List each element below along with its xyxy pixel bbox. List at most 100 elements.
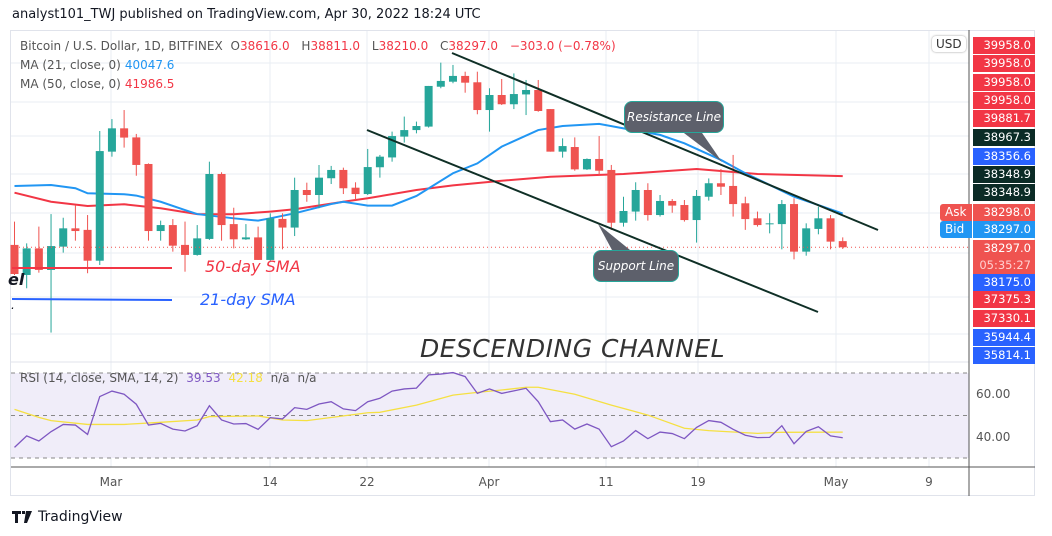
candle-body bbox=[680, 205, 689, 221]
candle bbox=[400, 116, 409, 143]
candle bbox=[241, 224, 250, 240]
rsi-axis-40: 40.00 bbox=[976, 430, 1011, 444]
candle-body bbox=[290, 189, 299, 228]
ma50-path bbox=[14, 167, 843, 216]
rsi-lines bbox=[14, 371, 843, 448]
candle bbox=[412, 121, 421, 134]
candle bbox=[546, 109, 555, 152]
rsi-value: 39.53 bbox=[186, 371, 221, 385]
descending-channel-title: DESCENDING CHANNEL bbox=[420, 334, 725, 363]
ma21-legend[interactable]: MA (21, close, 0) 40047.6 bbox=[20, 58, 178, 72]
candle-body bbox=[497, 95, 506, 105]
candle-body bbox=[388, 136, 397, 158]
candle bbox=[95, 131, 104, 265]
rsi-axis-60: 60.00 bbox=[976, 387, 1011, 401]
candles bbox=[10, 62, 969, 333]
tradingview-brand: TradingView bbox=[38, 509, 123, 525]
candle-body bbox=[229, 224, 238, 240]
low-value: 38210.0 bbox=[378, 39, 429, 53]
candle bbox=[838, 237, 847, 249]
support-trendline bbox=[366, 129, 819, 313]
rsi-label: RSI (14, close, SMA, 14, 2) bbox=[20, 371, 179, 385]
candle-body bbox=[217, 174, 226, 226]
resistance-line-callout[interactable]: Resistance Line bbox=[624, 101, 724, 133]
candle-body bbox=[436, 80, 445, 87]
candle bbox=[339, 167, 348, 195]
tradingview-logo[interactable]: TradingView bbox=[12, 509, 123, 525]
price-label: 39958.0 bbox=[973, 37, 1035, 54]
open-value: 38616.0 bbox=[239, 39, 290, 53]
candle bbox=[790, 198, 799, 260]
time-tick: 9 bbox=[925, 475, 933, 489]
candle bbox=[181, 221, 190, 272]
price-label: 39958.0 bbox=[973, 92, 1035, 109]
candle-body bbox=[34, 248, 43, 270]
time-tick: May bbox=[823, 475, 849, 489]
candle bbox=[47, 214, 56, 333]
candle-body bbox=[120, 128, 129, 138]
candle bbox=[254, 226, 263, 260]
candle-body bbox=[509, 94, 518, 105]
rsi-legend[interactable]: RSI (14, close, SMA, 14, 2) 39.53 42.18 … bbox=[20, 371, 321, 385]
candle-body bbox=[22, 248, 31, 275]
time-tick: 14 bbox=[262, 475, 278, 489]
candle bbox=[10, 221, 19, 275]
price-label: 38298.0 bbox=[973, 204, 1035, 221]
ma21-value: 40047.6 bbox=[124, 58, 175, 72]
candle-body bbox=[181, 244, 190, 255]
candle-body bbox=[241, 237, 250, 240]
sma50-annotation: 50-day SMA bbox=[205, 257, 301, 276]
candle-body bbox=[558, 146, 567, 152]
ask-tag: Ask bbox=[940, 204, 972, 221]
candle bbox=[716, 168, 725, 196]
candle bbox=[668, 199, 677, 213]
symbol-legend[interactable]: Bitcoin / U.S. Dollar, 1D, BITFINEX O386… bbox=[20, 39, 620, 53]
candle-body bbox=[375, 156, 384, 168]
candle-body bbox=[716, 183, 725, 187]
published-header: analyst101_TWJ published on TradingView.… bbox=[12, 7, 481, 22]
candle bbox=[631, 182, 640, 221]
candle-body bbox=[546, 109, 555, 152]
candle-body bbox=[47, 246, 56, 270]
candle bbox=[229, 207, 238, 249]
candle-body bbox=[193, 238, 202, 255]
candle bbox=[461, 71, 470, 93]
candle bbox=[34, 226, 43, 273]
resistance-callout-pointer bbox=[680, 130, 722, 162]
currency-button[interactable]: USD bbox=[932, 36, 966, 52]
rsi-path bbox=[14, 371, 843, 448]
price-label: 35944.4 bbox=[973, 329, 1035, 346]
ma21-path bbox=[14, 122, 844, 222]
price-label: 38967.3 bbox=[973, 129, 1035, 146]
candle bbox=[692, 189, 701, 243]
change-value: −303.0 (−0.78%) bbox=[509, 39, 616, 53]
price-label: 38348.9 bbox=[973, 184, 1035, 201]
candle-body bbox=[704, 183, 713, 197]
open-label: O bbox=[230, 39, 240, 53]
price-label: 38356.6 bbox=[973, 148, 1035, 165]
candle-body bbox=[363, 167, 372, 195]
support-line-callout[interactable]: Support Line bbox=[593, 250, 679, 282]
candle-body bbox=[826, 218, 835, 242]
candle-body bbox=[315, 177, 323, 196]
candle bbox=[802, 223, 811, 256]
candle bbox=[753, 211, 762, 227]
ma50-legend[interactable]: MA (50, close, 0) 41986.5 bbox=[20, 77, 178, 91]
candle bbox=[595, 136, 604, 175]
rsi-sma-value: 42.18 bbox=[228, 371, 263, 385]
candle-body bbox=[107, 128, 116, 152]
candle bbox=[83, 215, 92, 274]
candle-body bbox=[522, 89, 531, 95]
candle-body bbox=[278, 218, 287, 228]
candle bbox=[107, 119, 116, 157]
candle bbox=[485, 88, 494, 132]
time-tick: 22 bbox=[359, 475, 375, 489]
ma21-label: MA (21, close, 0) bbox=[20, 58, 121, 72]
price-label: 38297.0 bbox=[973, 221, 1035, 238]
candle-body bbox=[71, 228, 80, 232]
candle bbox=[132, 133, 141, 176]
candle bbox=[363, 148, 372, 196]
candle-body bbox=[729, 185, 738, 205]
candle-body bbox=[668, 200, 677, 206]
